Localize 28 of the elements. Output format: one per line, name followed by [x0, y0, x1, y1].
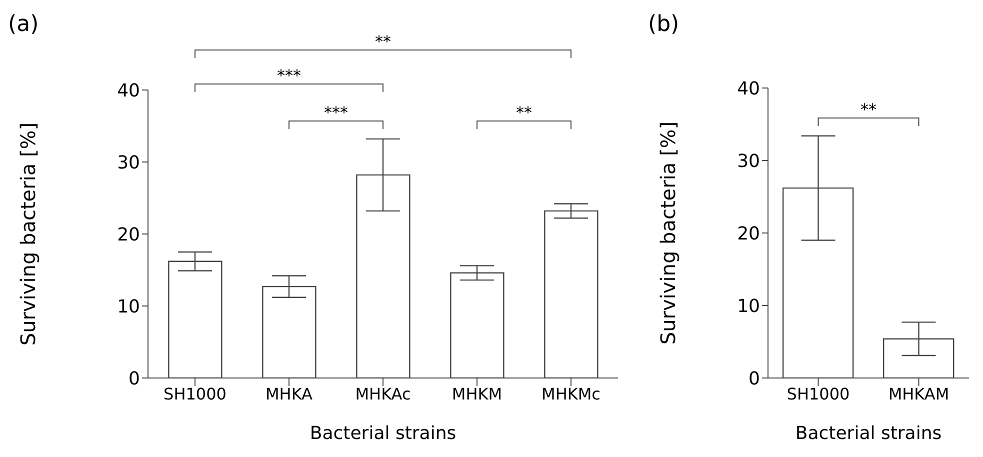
x-tick-label: SH1000 [164, 384, 226, 404]
y-tick-label: 30 [737, 150, 760, 172]
y-axis-title: Surviving bacteria [%] [656, 121, 680, 345]
y-tick-label: 0 [748, 368, 760, 390]
y-tick-label: 10 [737, 296, 760, 317]
y-tick-label: 20 [737, 223, 760, 244]
annotation: ** [860, 100, 876, 119]
x-tick-label: SH1000 [786, 384, 850, 404]
y-tick-label: 30 [117, 152, 140, 174]
y-tick-label: 40 [737, 78, 760, 100]
x-tick-label: MHKMc [542, 384, 600, 404]
x-axis-title: Bacterial strains [795, 423, 942, 444]
text: *** [277, 66, 301, 85]
annotation: *** [324, 103, 348, 122]
chart-title: (b) [648, 12, 680, 37]
x-axis-title: Bacterial strains [310, 423, 456, 444]
y-tick-label: 10 [117, 296, 140, 318]
annotation: ** [516, 103, 532, 122]
x-tick-label: MHKA [266, 384, 313, 404]
text: ** [375, 32, 391, 51]
x-tick-label: MHKAc [355, 384, 411, 404]
y-tick-label: 40 [117, 80, 140, 102]
y-tick-label: 0 [128, 368, 140, 390]
x-tick-label: MHKM [452, 384, 502, 404]
y-tick-label: 20 [117, 224, 140, 246]
y-axis-title: Surviving bacteria [%] [16, 122, 40, 346]
chart-title: (a) [8, 12, 39, 37]
x-tick-label: MHKAM [888, 384, 950, 404]
